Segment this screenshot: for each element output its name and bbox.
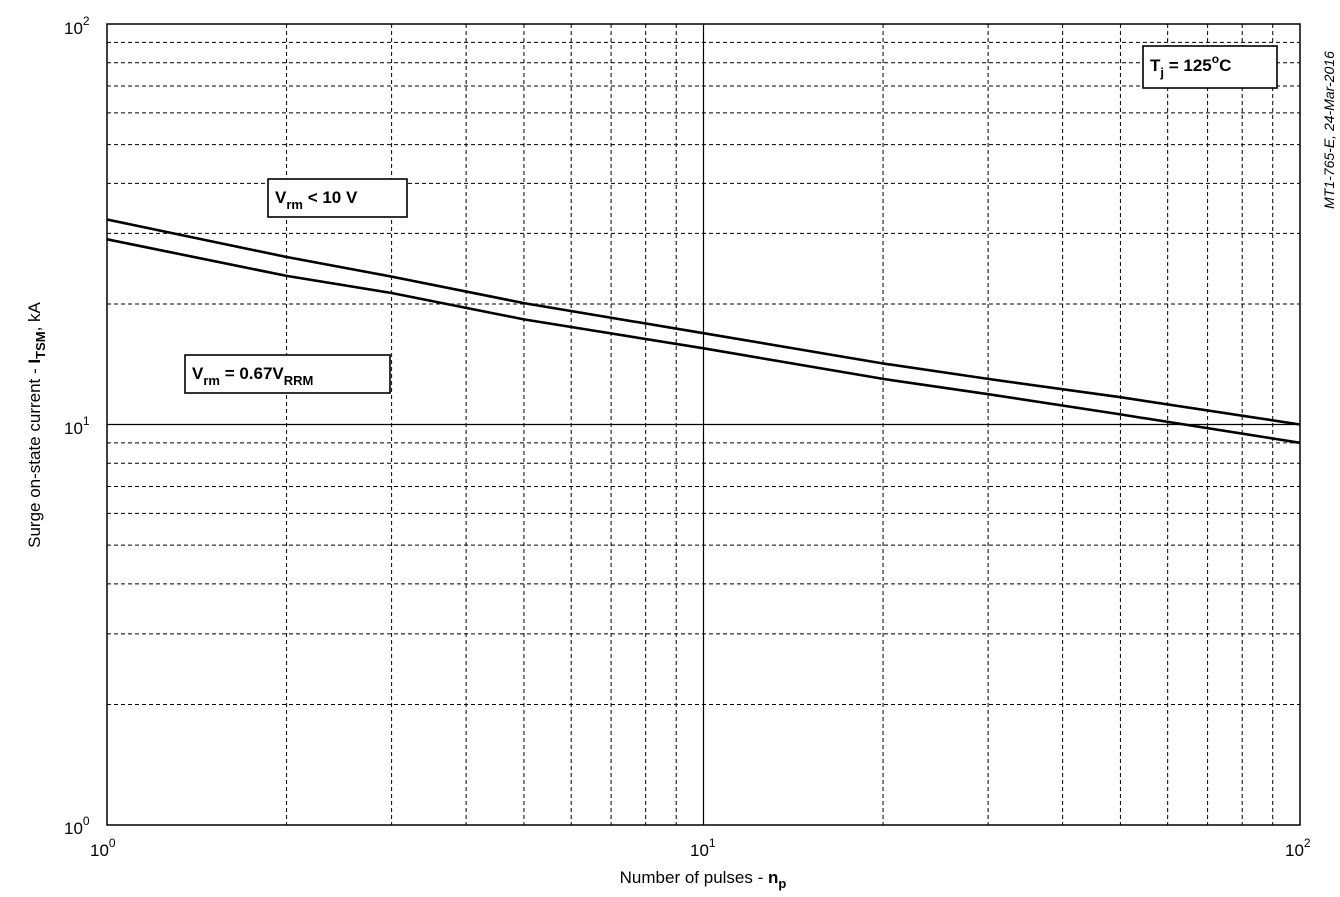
document-id-note: MT1-765-E, 24-Mar-2016 [1321, 51, 1337, 209]
series-layer [106, 218, 1301, 445]
x-tick-label: 100 [90, 836, 116, 860]
grid [107, 24, 1300, 825]
y-tick-label: 102 [64, 14, 90, 38]
x-tick-label: 102 [1285, 836, 1311, 860]
plot-frame [106, 23, 1301, 826]
series-line-1 [106, 218, 1301, 426]
svg-text:Vrm = 0.67VRRM: Vrm = 0.67VRRM [192, 364, 313, 388]
annotation-tj-125c: Tj = 125oC [1142, 45, 1278, 89]
x-axis-label: Number of pulses - np [620, 868, 787, 891]
annotation-vrm-067-vrrm: Vrm = 0.67VRRM [184, 354, 391, 394]
y-axis-label: Surge on-state current - ITSM, kA [25, 301, 48, 547]
y-tick-label: 100 [64, 814, 90, 838]
x-tick-label: 101 [690, 836, 716, 860]
svg-text:Vrm < 10 V: Vrm < 10 V [275, 188, 358, 212]
annotation-vrm-lt-10v: Vrm < 10 V [267, 178, 408, 218]
svg-text:Tj = 125oC: Tj = 125oC [1150, 52, 1231, 80]
series-line-2 [106, 238, 1301, 445]
y-tick-label: 101 [64, 414, 90, 438]
